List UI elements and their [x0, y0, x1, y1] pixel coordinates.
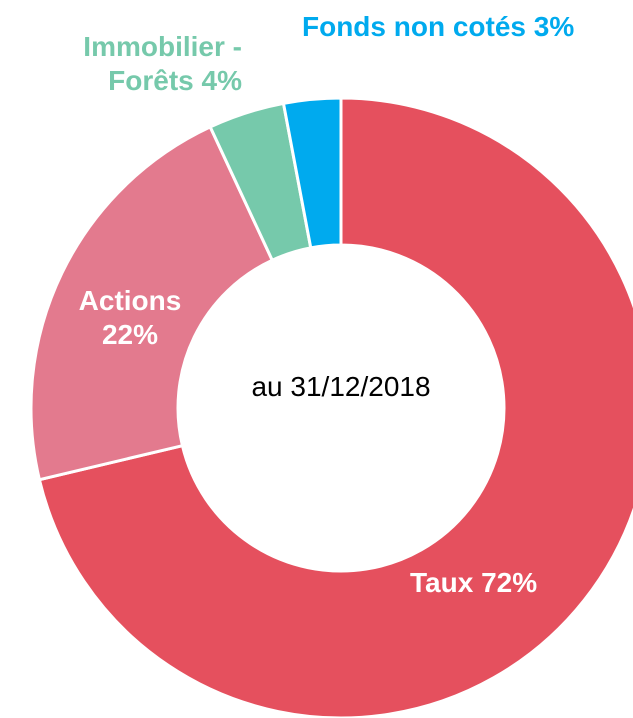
segment-label: Taux 72% [410, 566, 610, 600]
segment-label: Fonds non cotés 3% [302, 10, 602, 44]
value-label: 22% [101, 319, 159, 350]
value-label: 72% [481, 567, 538, 598]
category-name: Taux [410, 567, 474, 598]
donut-segment [281, 96, 343, 250]
donut-segment [29, 124, 275, 482]
category-name: Fonds non cotés [302, 11, 526, 42]
value-label: 4% [201, 65, 242, 96]
value-label: 3% [533, 11, 575, 42]
segment-label: Actions 22% [50, 284, 210, 352]
category-name: Actions [78, 285, 182, 316]
segment-label: Immobilier - Forêts 4% [20, 30, 242, 98]
category-name: Immobilier - Forêts [83, 31, 242, 96]
center-annotation: au 31/12/2018 [251, 371, 431, 402]
donut-segment [37, 96, 633, 718]
